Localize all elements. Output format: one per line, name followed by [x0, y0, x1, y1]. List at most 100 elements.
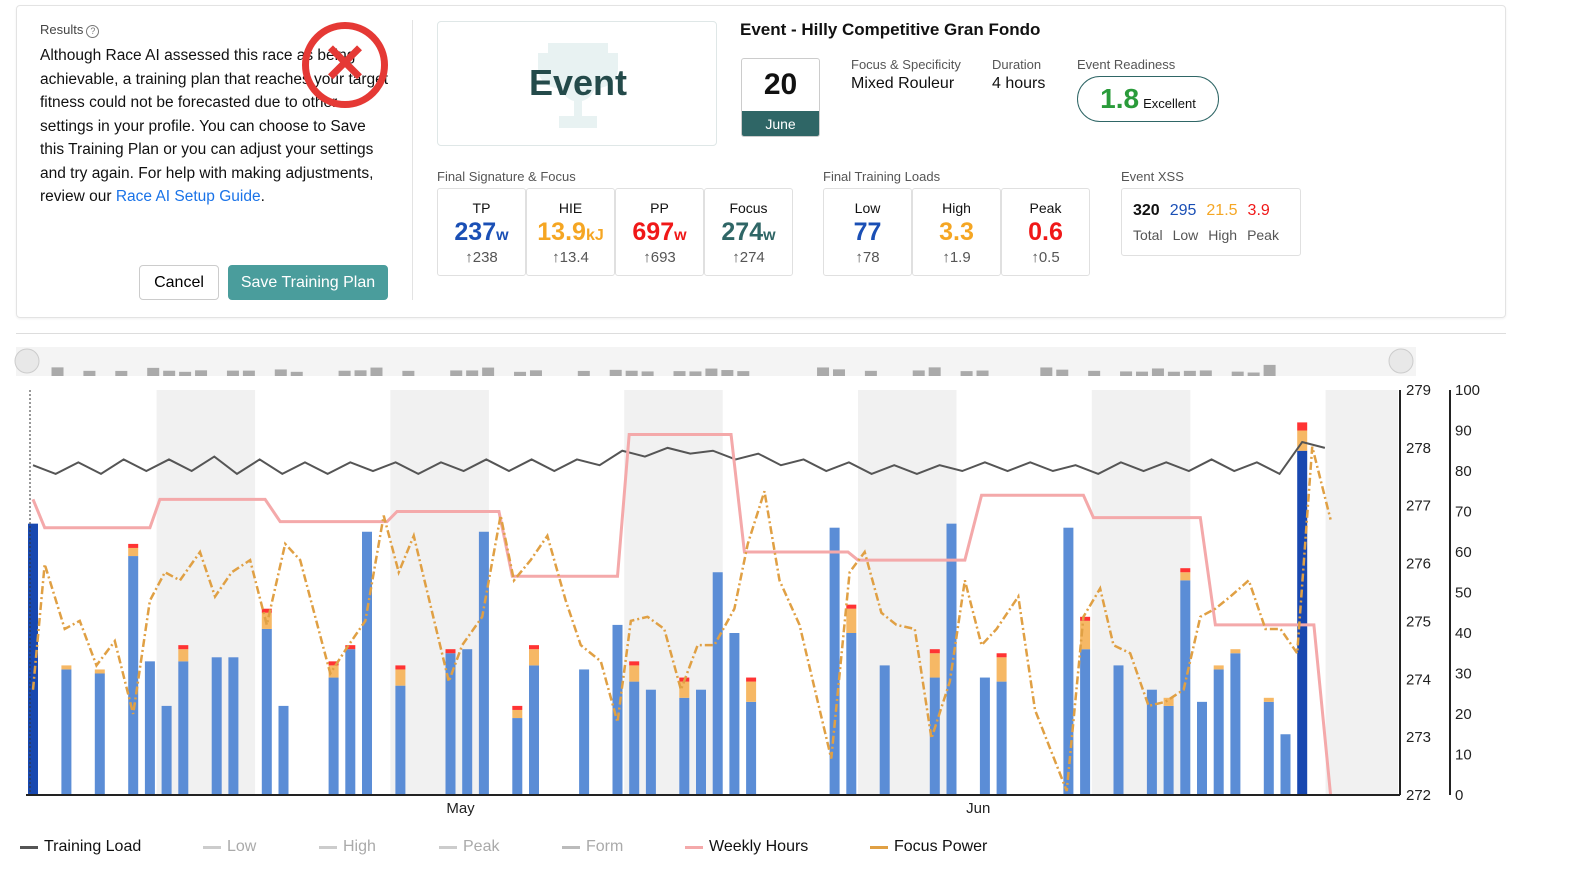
- right-tick-label: 90: [1455, 423, 1472, 440]
- bar-high: [679, 681, 690, 698]
- signature-header: Final Signature & Focus: [437, 169, 576, 184]
- focus-value: Mixed Rouleur: [851, 75, 955, 92]
- bar-high: [1180, 572, 1191, 581]
- navigator-bar: [242, 370, 255, 376]
- bar-high: [929, 653, 940, 678]
- navigator-bar: [673, 371, 686, 376]
- bar-low: [395, 685, 406, 795]
- navigator-bar: [625, 370, 638, 376]
- metric-previous: ↑1.9: [942, 249, 971, 266]
- left-tick-label: 275: [1406, 613, 1431, 630]
- metric-name: TP: [472, 200, 491, 216]
- legend-item[interactable]: Form: [562, 838, 685, 856]
- legend-item[interactable]: High: [319, 838, 439, 856]
- navigator-bar: [864, 370, 877, 376]
- bar-low: [1080, 649, 1091, 795]
- shaded-week: [1325, 390, 1398, 795]
- legend-item[interactable]: Weekly Hours: [685, 838, 870, 856]
- bar-low: [1213, 669, 1224, 795]
- shaded-week: [390, 390, 489, 795]
- bar-high: [996, 657, 1007, 682]
- legend-item[interactable]: Peak: [439, 838, 562, 856]
- bar-peak: [929, 649, 940, 654]
- bar-low: [28, 523, 38, 795]
- bar-low: [629, 681, 640, 795]
- metric-unit: w: [674, 227, 687, 244]
- bar-low: [579, 669, 590, 795]
- xss-value: 295: [1169, 202, 1197, 219]
- bar-low: [746, 701, 757, 795]
- bar-peak: [395, 665, 406, 670]
- bar-high: [512, 709, 523, 719]
- right-tick-label: 50: [1455, 585, 1472, 602]
- event-badge-text: Event: [528, 62, 628, 103]
- range-handle-right[interactable]: [1388, 348, 1414, 374]
- left-tick-label: 277: [1406, 498, 1431, 515]
- bar-low: [512, 718, 523, 795]
- navigator-bar: [51, 367, 64, 376]
- metric-number: 274: [721, 218, 764, 246]
- navigator-bar: [609, 369, 622, 376]
- bar-low: [979, 677, 990, 795]
- right-tick-label: 40: [1455, 625, 1472, 642]
- bar-low: [261, 628, 272, 795]
- bar-low: [1163, 705, 1174, 795]
- training-chart[interactable]: May Jun2792782772762752742732721009080706…: [0, 340, 1591, 820]
- navigator-bar: [737, 371, 750, 376]
- metric-tile: Low 77 ↑78: [823, 188, 912, 276]
- metric-previous: ↑274: [732, 249, 765, 266]
- bar-peak: [261, 608, 272, 613]
- legend-item[interactable]: Training Load: [20, 838, 203, 856]
- metric-number: 697: [632, 218, 675, 246]
- metric-previous: ↑78: [855, 249, 880, 266]
- metric-tile: High 3.3 ↑1.9: [912, 188, 1001, 276]
- bar-high: [395, 669, 406, 686]
- event-date: 20 June: [741, 58, 820, 137]
- range-handle-left[interactable]: [14, 348, 40, 374]
- navigator-bar: [179, 371, 192, 376]
- legend-item[interactable]: Low: [203, 838, 319, 856]
- metric-name: PP: [650, 200, 669, 216]
- save-training-plan-button[interactable]: Save Training Plan: [228, 265, 388, 300]
- bar-low: [729, 633, 740, 795]
- bar-high: [1163, 697, 1174, 706]
- help-icon[interactable]: ?: [86, 25, 100, 38]
- focus-label: Focus & Specificity: [851, 57, 961, 72]
- metric-name: Low: [854, 200, 881, 216]
- left-tick-label: 278: [1406, 440, 1431, 457]
- right-tick-label: 10: [1455, 747, 1472, 764]
- training-load-line: [32, 440, 1326, 476]
- legend-swatch-icon: [439, 845, 457, 849]
- legend-swatch-icon: [685, 845, 703, 849]
- metric-previous: ↑13.4: [552, 249, 589, 266]
- weekly-hours-line: [31, 433, 1333, 796]
- race-ai-setup-guide-link[interactable]: Race AI Setup Guide: [115, 188, 261, 205]
- metric-value: 237w: [438, 218, 525, 247]
- bar-peak: [529, 645, 539, 650]
- navigator-bar: [641, 371, 654, 376]
- bar-high: [1230, 649, 1241, 654]
- navigator-bar: [1120, 371, 1133, 376]
- navigator-bar: [402, 370, 415, 376]
- metric-value: 697w: [616, 218, 703, 247]
- shaded-week: [1091, 390, 1191, 795]
- bar-low: [612, 624, 623, 795]
- xss-label: High: [1208, 227, 1238, 243]
- navigator-bar: [1247, 372, 1260, 376]
- bar-low: [211, 657, 222, 795]
- navigator-bar: [1183, 370, 1196, 376]
- navigator-bar: [338, 370, 351, 376]
- navigator-bar: [1263, 364, 1276, 376]
- bar-low: [829, 527, 840, 795]
- legend-swatch-icon: [319, 845, 337, 849]
- right-tick-label: 100: [1455, 382, 1480, 399]
- metric-number: 237: [454, 218, 497, 246]
- navigator-bar: [928, 367, 941, 376]
- bar-low: [128, 556, 139, 795]
- navigator-bar: [274, 369, 287, 376]
- navigator-bar: [1088, 370, 1101, 376]
- event-xss-box: 320 295 21.5 3.9 Total Low High Peak: [1121, 188, 1301, 256]
- cancel-button[interactable]: Cancel: [139, 265, 219, 300]
- legend-item[interactable]: Focus Power: [870, 838, 1010, 856]
- metric-unit: w: [496, 227, 509, 244]
